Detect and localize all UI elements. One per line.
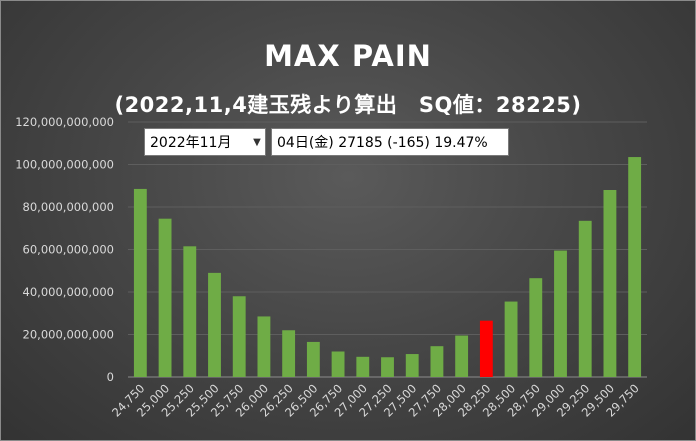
chart-title: MAX PAIN — [264, 39, 432, 73]
bar — [381, 357, 394, 377]
bar — [455, 335, 469, 377]
bar — [578, 220, 592, 377]
y-tick-label: 80,000,000,000 — [23, 200, 114, 214]
bar — [282, 330, 296, 377]
price-info-text: 04日(金) 27185 (-165) 19.47% — [277, 135, 488, 151]
chart-subtitle: (2022,11,4建玉残より算出 SQ値：28225) — [114, 93, 582, 117]
bar — [405, 354, 419, 377]
y-tick-label: 120,000,000,000 — [15, 115, 114, 129]
month-select[interactable]: 2022年11月 ▼ — [144, 128, 266, 156]
bar — [232, 296, 246, 377]
bar — [554, 250, 567, 377]
bar — [603, 190, 617, 377]
bar — [133, 188, 147, 377]
y-tick-label: 40,000,000,000 — [23, 285, 114, 299]
bar — [529, 278, 543, 377]
bar — [331, 351, 345, 377]
y-tick-label: 0 — [107, 370, 114, 384]
bar — [628, 157, 642, 377]
bar — [356, 356, 370, 377]
month-select-value: 2022年11月 — [150, 135, 232, 151]
bar — [208, 272, 221, 377]
bar — [257, 316, 271, 377]
bar — [183, 246, 197, 377]
bar — [158, 218, 172, 377]
bar-highlight — [479, 320, 493, 377]
y-tick-label: 20,000,000,000 — [23, 328, 114, 342]
y-tick-label: 100,000,000,000 — [15, 158, 114, 172]
bar — [504, 301, 518, 377]
bar — [306, 341, 320, 377]
price-info-box: 04日(金) 27185 (-165) 19.47% — [271, 128, 509, 156]
y-tick-label: 60,000,000,000 — [23, 243, 114, 257]
bar — [430, 346, 444, 377]
chevron-down-icon: ▼ — [253, 136, 261, 148]
